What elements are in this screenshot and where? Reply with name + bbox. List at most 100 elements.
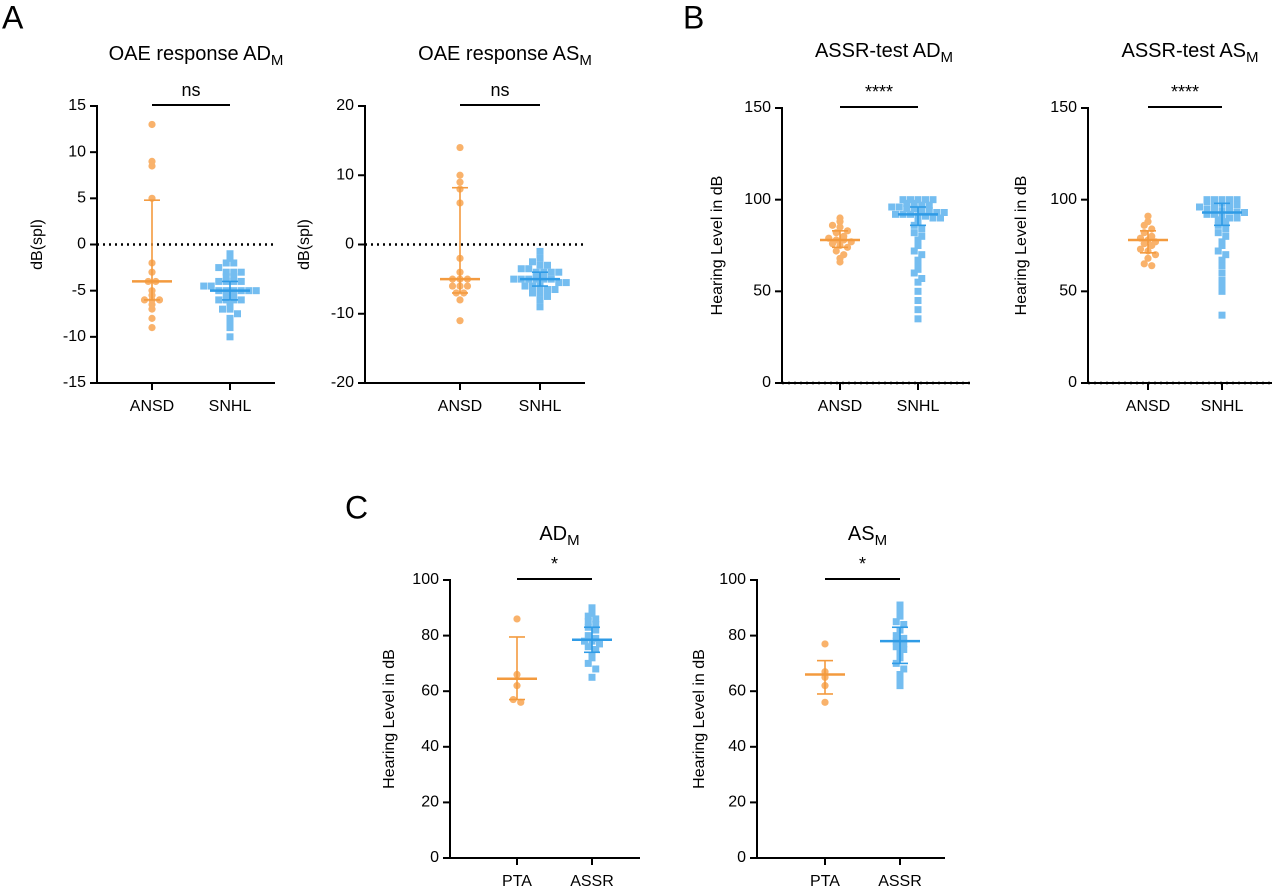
data-point [521,282,529,290]
data-point [544,261,551,269]
data-point [836,258,844,266]
data-point [929,196,937,204]
y-tick-label: 0 [1068,374,1077,391]
data-point [230,273,238,281]
y-tick-label: 40 [728,738,746,755]
data-point [1226,196,1233,204]
y-axis-label: Hearing Level in dB [691,649,708,789]
data-point [910,229,918,237]
data-point [456,296,464,304]
significance-label: * [859,554,866,574]
data-point [592,615,600,623]
data-point [1144,212,1152,220]
data-point [899,196,907,204]
data-point [544,292,551,300]
y-axis-label: dB(spl) [296,219,313,270]
data-point [513,615,521,623]
data-point [1140,221,1148,229]
y-tick-label: -20 [331,374,354,391]
data-point [237,296,245,304]
data-point [230,268,238,276]
x-tick-label: ASSR [570,873,614,890]
y-tick-label: 0 [77,236,86,253]
data-point [892,618,900,626]
data-point [148,305,156,313]
data-point [914,278,922,286]
data-point [914,260,922,268]
data-point [551,286,559,294]
panel-label: B [683,0,704,35]
data-point [592,646,600,653]
x-tick-label: SNHL [209,398,252,415]
data-point [234,310,241,318]
data-point [914,236,922,244]
y-tick-label: 0 [762,374,771,391]
x-tick-label: SNHL [897,398,940,415]
data-point [536,247,544,255]
data-point [456,178,464,186]
data-point [592,626,600,634]
title-text: OAE response AD [109,43,271,65]
data-point [914,297,922,304]
significance-label: * [551,554,558,574]
chart-title: ASM [848,523,887,549]
data-point [237,268,245,276]
data-point [900,646,908,653]
data-point [555,268,563,276]
data-point [925,201,933,209]
data-point [892,632,900,640]
data-point [219,305,226,313]
data-point [148,314,156,322]
data-point [592,634,600,642]
data-point [914,196,922,204]
y-tick-label: 0 [430,849,439,866]
data-point [907,196,914,204]
data-point [1226,201,1233,209]
data-point [222,259,230,267]
y-tick-label: 100 [744,191,771,208]
data-point [592,620,600,628]
data-point [226,305,234,313]
data-point [1218,256,1226,264]
data-point [588,609,596,617]
data-point [900,634,908,642]
data-point [895,203,903,211]
y-tick-label: 100 [719,571,746,588]
data-point [1203,210,1211,218]
data-point [1233,214,1241,222]
x-tick-label: SNHL [519,398,562,415]
data-point [1218,269,1226,277]
data-point [1144,254,1152,262]
data-point [592,665,600,673]
data-point [529,289,536,297]
y-tick-label: 80 [421,627,439,644]
significance-label: ns [181,80,200,100]
data-point [1218,276,1226,284]
data-point [456,317,464,325]
data-point [252,287,260,295]
data-point [207,282,215,290]
data-point [1148,262,1156,270]
significance-label: ns [490,80,509,100]
data-point [588,673,596,681]
data-point [821,640,829,648]
data-point [584,643,592,651]
data-point [914,315,922,323]
data-point [1218,196,1226,204]
data-point [1214,216,1222,224]
data-point [456,143,464,152]
title-text: ASSR-test AS [1122,40,1247,62]
data-point [914,265,922,273]
data-point [1226,214,1233,222]
y-axis-label: Hearing Level in dB [1013,176,1030,316]
y-tick-label: 0 [345,236,354,253]
data-point [1203,205,1211,213]
data-point [900,620,908,628]
data-point [544,286,551,294]
x-tick-label: ANSD [818,398,862,415]
data-point [584,618,592,626]
data-point [910,247,918,255]
y-tick-label: 150 [744,99,771,116]
y-tick-label: 15 [68,97,86,114]
data-point [222,291,230,299]
